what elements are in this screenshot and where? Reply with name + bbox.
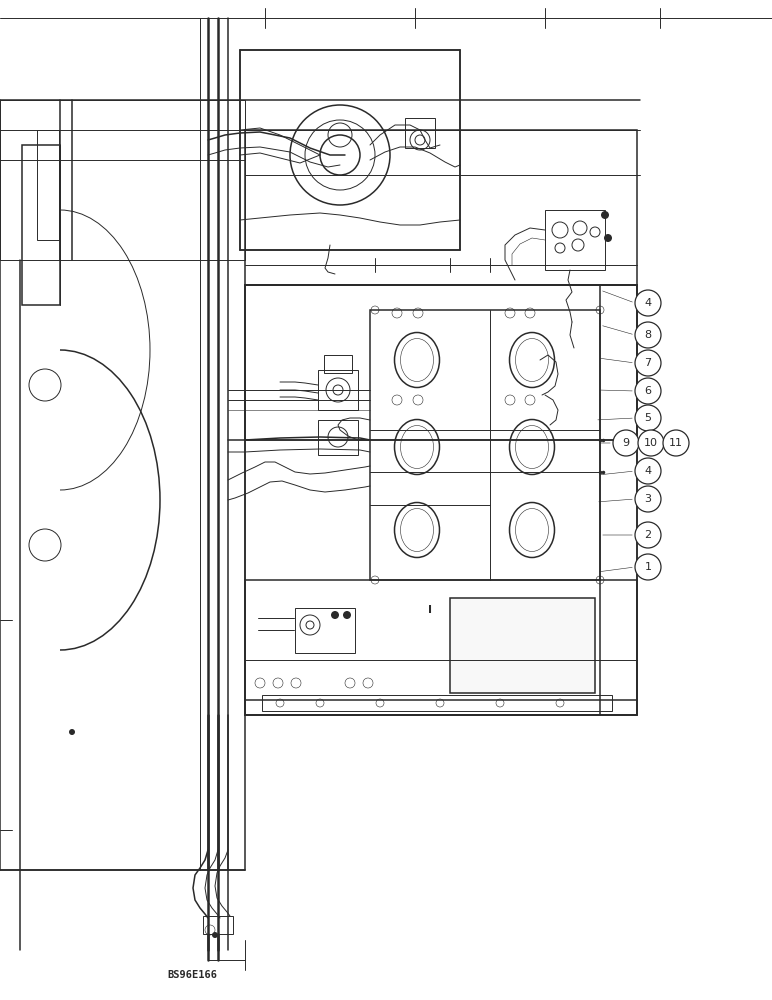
Bar	[370, 310, 600, 580]
Circle shape	[604, 234, 612, 242]
Bar	[318, 420, 358, 455]
Circle shape	[343, 611, 351, 619]
Circle shape	[635, 290, 661, 316]
Circle shape	[635, 350, 661, 376]
Text: 10: 10	[644, 438, 658, 448]
Bar	[245, 130, 637, 285]
Circle shape	[635, 458, 661, 484]
Bar	[324, 355, 352, 373]
Text: 1: 1	[645, 562, 652, 572]
Circle shape	[638, 430, 664, 456]
Circle shape	[601, 211, 609, 219]
Circle shape	[331, 611, 339, 619]
Text: 6: 6	[645, 386, 652, 396]
Circle shape	[212, 932, 218, 938]
Circle shape	[635, 405, 661, 431]
Circle shape	[69, 729, 75, 735]
Circle shape	[635, 378, 661, 404]
Circle shape	[635, 486, 661, 512]
Text: 7: 7	[645, 358, 652, 368]
Text: 5: 5	[645, 413, 652, 423]
Bar	[22, 145, 60, 305]
Text: I: I	[428, 605, 432, 615]
Circle shape	[635, 554, 661, 580]
Circle shape	[635, 522, 661, 548]
Circle shape	[635, 322, 661, 348]
Text: 4: 4	[645, 298, 652, 308]
Bar	[295, 608, 355, 653]
Circle shape	[613, 430, 639, 456]
Bar	[37, 130, 59, 240]
Bar	[545, 210, 605, 270]
Text: 2: 2	[645, 530, 652, 540]
Bar	[245, 285, 637, 715]
Bar	[245, 285, 637, 440]
Bar	[203, 916, 233, 934]
Text: 9: 9	[622, 438, 629, 448]
Text: 4: 4	[645, 466, 652, 476]
Bar	[0, 100, 245, 260]
Circle shape	[663, 430, 689, 456]
Text: BS96E166: BS96E166	[167, 970, 217, 980]
Bar	[318, 370, 358, 410]
Bar	[450, 598, 595, 693]
Bar	[405, 118, 435, 148]
Text: 8: 8	[645, 330, 652, 340]
Bar	[245, 580, 637, 715]
Text: 11: 11	[669, 438, 683, 448]
Bar	[262, 695, 612, 711]
Text: 3: 3	[645, 494, 652, 504]
Bar	[240, 50, 460, 250]
